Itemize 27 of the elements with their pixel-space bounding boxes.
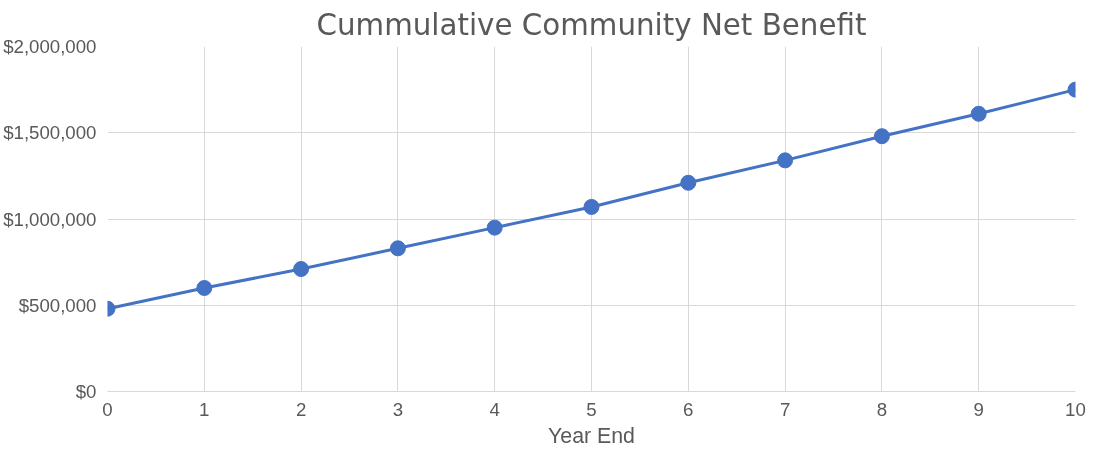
chart-title: Cummulative Community Net Benefit: [316, 7, 867, 42]
point: [777, 152, 794, 169]
point: [873, 128, 890, 145]
x-tick-label: 10: [1065, 398, 1086, 420]
point: [583, 198, 600, 215]
y-tick-label: $1,000,000: [3, 208, 97, 230]
x-tick-label: 5: [586, 398, 597, 420]
y-tick-label: $500,000: [18, 294, 97, 316]
x-axis-title: Year End: [548, 423, 635, 448]
point: [389, 240, 406, 257]
x-tick-label: 7: [779, 398, 791, 420]
x-tick-label: 3: [392, 398, 404, 420]
y-tick-label: $0: [75, 381, 97, 402]
x-tick-label: 8: [876, 398, 888, 420]
point: [293, 261, 310, 278]
x-tick-label: 4: [489, 398, 500, 420]
y-tick-label: $2,000,000: [3, 36, 97, 57]
x-tick-label: 1: [199, 398, 210, 420]
x-tick-label: 9: [973, 398, 984, 420]
point: [970, 105, 987, 122]
x-tick-label: 2: [295, 398, 307, 420]
point: [680, 174, 697, 191]
point: [486, 219, 503, 236]
point: [196, 280, 213, 296]
x-tick-label: 0: [102, 398, 113, 420]
x-tick-label: 6: [683, 398, 694, 420]
y-tick-label: $1,500,000: [3, 122, 97, 144]
